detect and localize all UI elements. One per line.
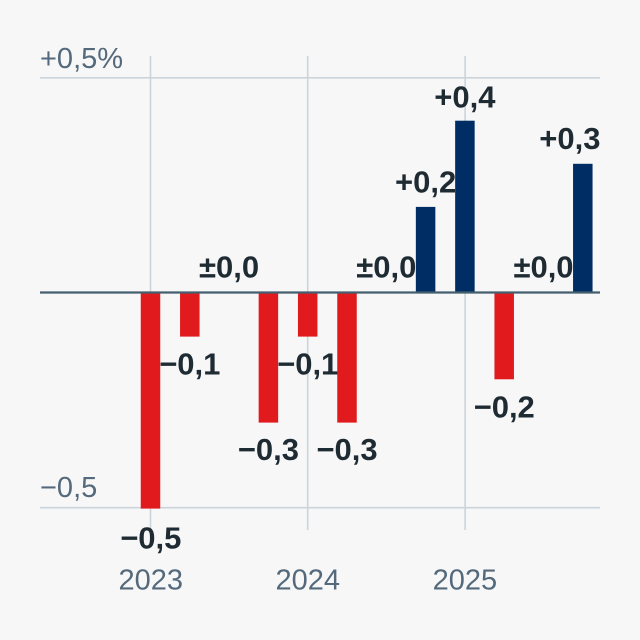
svg-text:2024: 2024: [275, 565, 340, 597]
svg-text:±0,0: ±0,0: [199, 249, 259, 284]
svg-text:−0,1: −0,1: [159, 346, 220, 381]
svg-text:−0,2: −0,2: [474, 389, 535, 424]
svg-text:+0,3: +0,3: [539, 121, 600, 156]
svg-text:2025: 2025: [433, 565, 498, 597]
svg-text:−0,5: −0,5: [120, 521, 181, 556]
svg-text:±0,0: ±0,0: [513, 249, 573, 284]
svg-text:2023: 2023: [119, 565, 184, 597]
svg-text:−0,3: −0,3: [316, 432, 377, 467]
svg-text:−0,3: −0,3: [238, 432, 299, 467]
svg-text:−0,5: −0,5: [40, 472, 97, 504]
svg-text:+0,4: +0,4: [434, 80, 496, 115]
svg-text:+0,2: +0,2: [395, 165, 456, 200]
svg-text:±0,0: ±0,0: [356, 249, 416, 284]
svg-text:+0,5%: +0,5%: [40, 43, 123, 75]
svg-text:−0,1: −0,1: [277, 346, 338, 381]
